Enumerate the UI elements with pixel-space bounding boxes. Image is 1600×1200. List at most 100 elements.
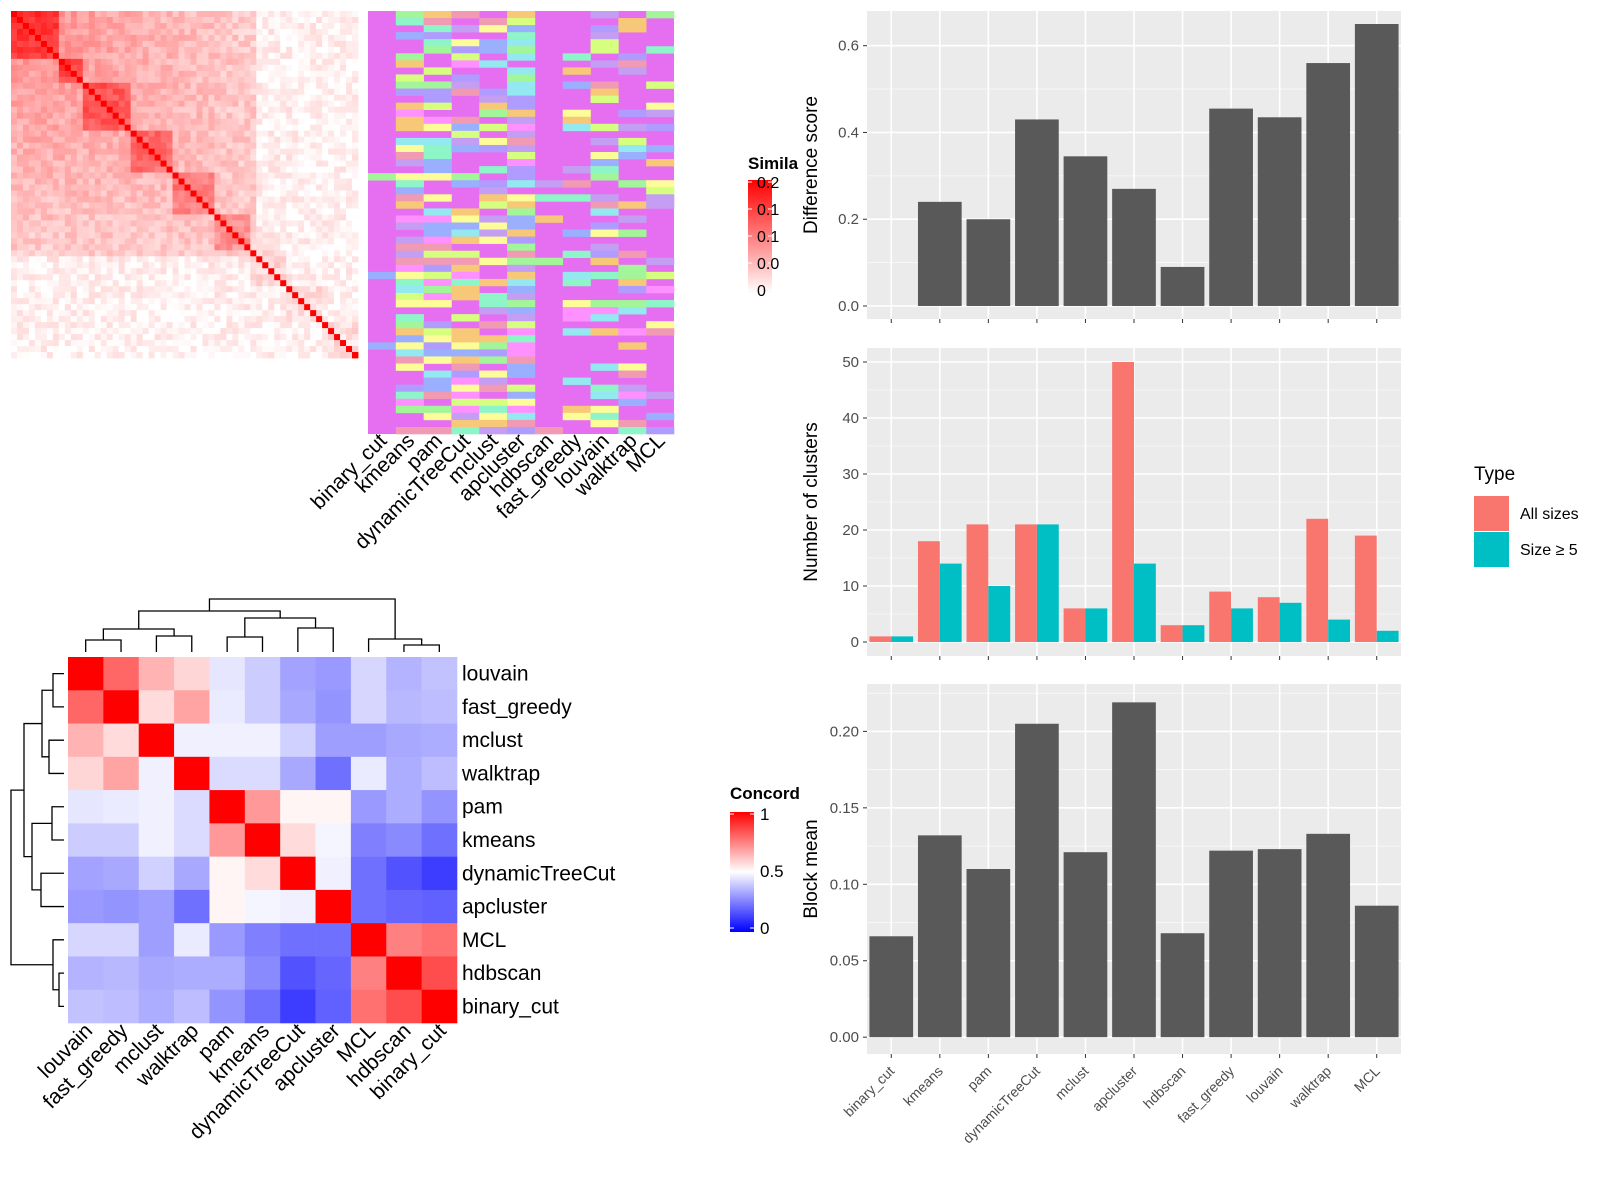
similarity-cell [304, 106, 311, 114]
cluster-cell [451, 180, 480, 188]
similarity-cell [178, 100, 185, 108]
similarity-cell [238, 142, 245, 149]
similarity-cell [328, 136, 335, 144]
concordance-cell [68, 956, 104, 991]
similarity-cell [11, 346, 18, 353]
similarity-cell [214, 34, 221, 42]
similarity-cell [238, 118, 245, 126]
concordance-cell [68, 756, 104, 791]
similarity-cell [328, 16, 335, 24]
similarity-cell [76, 184, 84, 191]
similarity-cell [88, 190, 96, 197]
similarity-cell [64, 298, 72, 305]
cluster-cell [395, 159, 424, 167]
similarity-cell [106, 280, 114, 287]
similarity-cell [226, 70, 233, 78]
similarity-cell [40, 238, 48, 245]
similarity-cell [172, 328, 179, 335]
similarity-cell [262, 88, 269, 96]
similarity-cell [34, 106, 42, 114]
similarity-cell [11, 208, 18, 215]
similarity-cell [76, 22, 84, 30]
concordance-cell [174, 956, 210, 991]
similarity-cell [286, 256, 293, 263]
similarity-cell [40, 82, 48, 90]
similarity-cell [214, 310, 221, 317]
similarity-cell [286, 352, 293, 359]
concordance-cell [244, 923, 281, 957]
y-tick-label: 0.6 [838, 38, 859, 55]
similarity-cell [172, 46, 179, 54]
similarity-cell [220, 298, 227, 305]
similarity-cell [220, 172, 227, 179]
similarity-cell [298, 160, 305, 167]
similarity-cell [244, 154, 251, 161]
cluster-cell [590, 405, 619, 414]
similarity-cell [11, 226, 18, 233]
similarity-cell [178, 340, 185, 347]
similarity-cell [100, 238, 108, 245]
similarity-cell [238, 148, 245, 155]
similarity-cell [220, 160, 227, 167]
similarity-cell [226, 124, 233, 132]
similarity-cell [274, 310, 281, 317]
similarity-cell [58, 100, 66, 108]
similarity-cell [100, 226, 108, 233]
cluster-cell [507, 180, 536, 188]
similarity-cell [154, 286, 161, 293]
similarity-cell [94, 238, 102, 245]
similarity-cell [76, 226, 84, 233]
similarity-cell [316, 142, 323, 149]
similarity-cell [112, 298, 120, 305]
similarity-cell [352, 11, 359, 18]
similarity-cell [11, 280, 18, 287]
similarity-cell [142, 190, 149, 197]
similarity-cell [16, 154, 24, 161]
similarity-cell [256, 46, 263, 54]
similarity-cell [184, 268, 191, 275]
similarity-cell [232, 202, 239, 209]
similarity-cell [100, 22, 108, 30]
similarity-cell [250, 304, 257, 311]
similarity-cell [226, 16, 233, 24]
similarity-cell [220, 274, 227, 281]
similarity-cell [94, 352, 102, 359]
similarity-cell [250, 268, 257, 275]
similarity-cell [298, 196, 305, 203]
similarity-cell [238, 244, 245, 251]
similarity-cell [214, 346, 221, 353]
bar [1209, 850, 1253, 1038]
cluster-cell [395, 201, 424, 209]
similarity-cell [76, 40, 84, 48]
similarity-cell [244, 106, 251, 114]
similarity-cell [232, 346, 239, 353]
similarity-cell [340, 172, 347, 179]
similarity-cell [316, 94, 323, 102]
similarity-cell [220, 88, 227, 96]
similarity-cell [142, 106, 149, 114]
similarity-cell [88, 28, 96, 36]
similarity-cell [142, 238, 149, 245]
similarity-cell [34, 346, 42, 353]
similarity-cell [16, 220, 24, 227]
similarity-cell [190, 298, 197, 305]
similarity-cell [148, 70, 155, 78]
similarity-cell [172, 130, 179, 138]
cluster-cell [507, 257, 536, 266]
similarity-cell [190, 340, 197, 347]
similarity-cell [346, 88, 353, 96]
similarity-cell [112, 76, 120, 84]
similarity-cell [262, 346, 269, 353]
similarity-cell [106, 262, 114, 269]
similarity-cell [244, 160, 251, 167]
similarity-cell [196, 250, 203, 257]
similarity-cell [40, 280, 48, 287]
similarity-cell [64, 172, 72, 179]
similarity-cell [136, 232, 144, 239]
cluster-cell [590, 208, 619, 216]
similarity-cell [244, 46, 251, 54]
cluster-cell [423, 377, 452, 385]
similarity-cell [286, 304, 293, 311]
similarity-cell [298, 280, 305, 287]
similarity-cell [58, 34, 66, 42]
